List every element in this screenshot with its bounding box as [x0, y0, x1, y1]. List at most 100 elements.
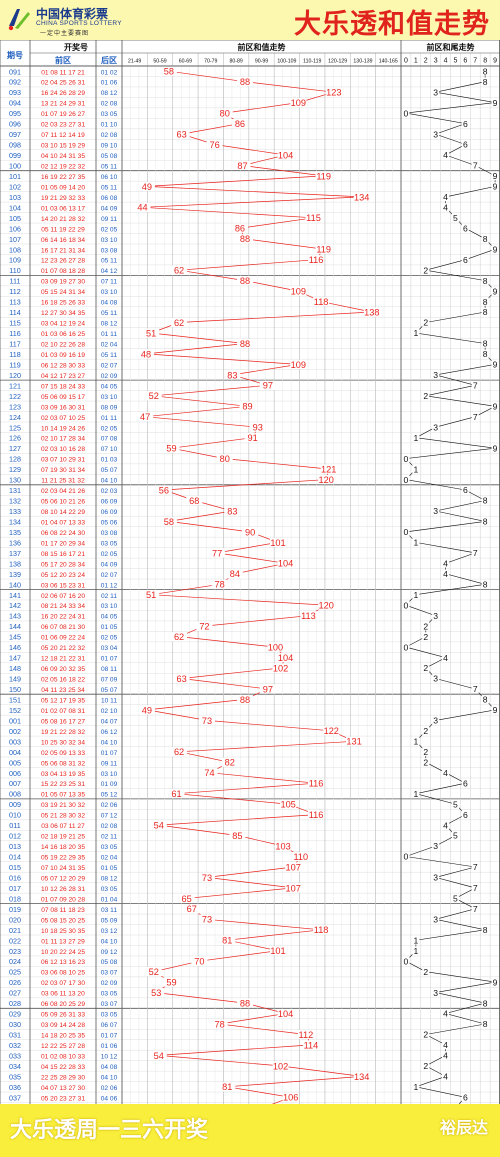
tail-point-label: 6 [463, 119, 468, 129]
tail-point-bg [491, 245, 499, 254]
sum-point-bg [308, 255, 325, 265]
front-numbers: 03 04 12 19 24 [41, 321, 85, 328]
sum-point-bg [275, 841, 292, 851]
tail-point-bg [412, 538, 420, 547]
issue-number: 103 [9, 193, 21, 202]
front-numbers: 10 25 30 32 34 [41, 739, 85, 746]
sum-point-bg [143, 590, 160, 600]
front-numbers: 02 03 23 27 31 [41, 122, 85, 129]
sum-point-label: 138 [364, 307, 379, 317]
front-numbers: 05 12 20 23 24 [41, 572, 85, 579]
sum-point-label: 72 [199, 622, 209, 632]
back-numbers: 01 12 [101, 582, 118, 589]
back-numbers: 01 06 [101, 80, 118, 87]
issue-number: 130 [9, 476, 21, 485]
back-numbers: 05 11 [101, 164, 117, 171]
front-numbers: 02 05 09 13 33 [41, 750, 85, 757]
back-numbers: 07 10 [101, 446, 118, 453]
sum-point-label: 49 [142, 705, 152, 715]
back-numbers: 09 11 [101, 760, 117, 767]
tail-point-bg [422, 391, 430, 401]
sum-point-bg [231, 223, 248, 233]
back-numbers: 02 07 [101, 362, 118, 369]
issue-number: 112 [9, 287, 20, 296]
front-numbers: 01 08 11 17 21 [41, 69, 85, 76]
tail-point-bg [402, 475, 410, 484]
tail-point-label: 1 [413, 590, 418, 600]
sum-point-label: 103 [275, 841, 290, 851]
issue-number: 111 [10, 277, 21, 286]
issue-number: 141 [9, 591, 21, 600]
sum-point-bg [267, 642, 284, 652]
lottery-logo-icon [8, 9, 30, 31]
back-numbers: 02 09 [101, 980, 118, 987]
back-numbers: 06 08 [101, 195, 118, 202]
tail-point-bg [491, 98, 499, 107]
tail-point-label: 9 [493, 443, 498, 453]
sum-point-label: 83 [227, 506, 237, 516]
tail-point-bg [422, 663, 430, 673]
issue-number: 006 [9, 769, 21, 778]
tail-point-bg [481, 349, 489, 359]
tail-point-bg [442, 1009, 450, 1018]
tail-point-bg [491, 182, 499, 191]
back-numbers: 02 04 [101, 341, 118, 348]
front-numbers: 05 17 20 28 34 [41, 561, 85, 568]
front-numbers: 03 10 15 19 29 [41, 143, 85, 150]
issue-number: 099 [9, 151, 21, 160]
tail-point-label: 6 [463, 140, 468, 150]
front-numbers: 03 09 19 27 30 [41, 279, 85, 286]
sum-point-bg [211, 579, 228, 589]
issue-number: 143 [9, 612, 21, 621]
tail-point-bg [451, 894, 459, 903]
back-numbers: 05 12 [101, 792, 118, 799]
tail-point-label: 9 [493, 244, 498, 254]
issue-number: 114 [9, 308, 20, 317]
sum-point-bg [211, 1019, 228, 1029]
tail-point-label: 4 [443, 203, 448, 213]
sum-point-label: 101 [270, 946, 285, 956]
tail-point-label: 8 [483, 695, 488, 705]
sum-point-label: 68 [189, 496, 199, 506]
tail-point-label: 9 [493, 286, 498, 296]
issue-header: 期号 [7, 50, 23, 60]
issue-number: 097 [9, 130, 21, 139]
front-numbers: 16 18 25 26 33 [41, 300, 85, 307]
tail-point-label: 2 [423, 621, 428, 631]
sum-point-label: 62 [174, 266, 184, 276]
sum-point-label: 52 [149, 391, 159, 401]
issue-number: 024 [9, 957, 21, 966]
sum-point-bg [226, 569, 243, 579]
issue-number: 144 [9, 622, 21, 631]
back-numbers: 01 10 [101, 122, 118, 129]
sum-point-bg [216, 108, 233, 118]
sum-point-bg [171, 265, 188, 275]
sum-point-bg [346, 736, 363, 746]
sum-point-label: 77 [212, 548, 222, 558]
sum-point-bg [249, 422, 266, 432]
back-numbers: 05 07 [101, 687, 118, 694]
tail-point-label: 7 [473, 548, 478, 558]
tail-point-bg [432, 674, 440, 683]
tail-point-label: 6 [463, 778, 468, 788]
tail-point-bg [461, 485, 469, 495]
sum-point-label: 76 [209, 140, 219, 150]
sum-point-bg [155, 485, 172, 495]
back-numbers: 01 07 [101, 656, 118, 663]
sum-point-label: 118 [314, 925, 329, 935]
sum-bin-label: 130-139 [353, 59, 372, 65]
tail-point-label: 0 [404, 956, 409, 966]
front-numbers: 03 06 07 11 27 [41, 823, 85, 830]
logo-text-en: CHINA SPORTS LOTTERY [36, 20, 122, 27]
front-numbers: 14 18 20 25 35 [41, 1033, 85, 1040]
tail-point-bg [422, 758, 430, 767]
back-numbers: 07 08 [101, 436, 118, 443]
back-numbers: 03 10 [101, 237, 118, 244]
back-numbers: 10 12 [101, 1053, 118, 1060]
front-numbers: 19 21 22 28 32 [41, 729, 85, 736]
back-numbers: 02 08 [101, 132, 118, 139]
tail-point-bg [471, 381, 479, 390]
back-numbers: 03 08 [101, 530, 118, 537]
front-numbers: 04 10 24 31 35 [41, 153, 85, 160]
front-numbers: 08 15 16 17 21 [41, 551, 85, 558]
